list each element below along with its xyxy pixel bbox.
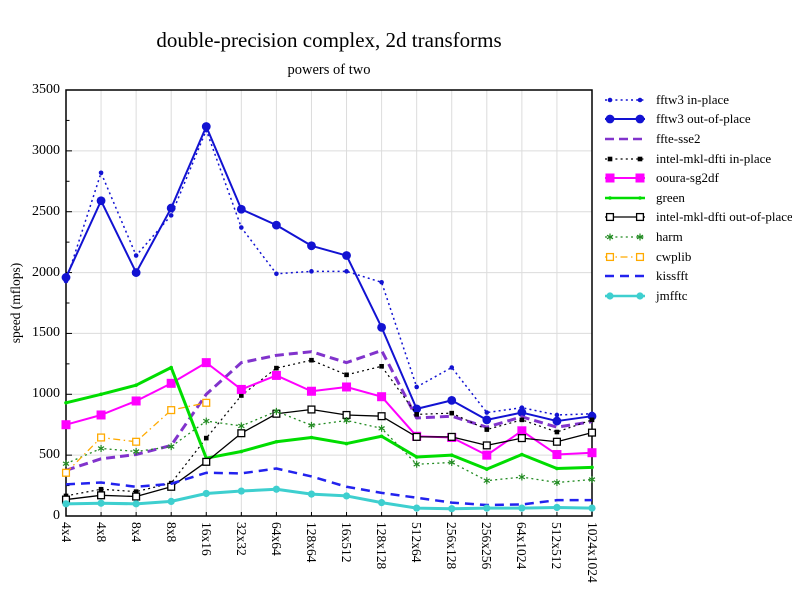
x-tick-label: 512x512: [549, 522, 565, 570]
x-tick-label: 128x128: [374, 522, 390, 570]
x-tick-label: 4x8: [93, 522, 109, 543]
legend-line-sample: [605, 213, 645, 222]
x-tick-label: 128x64: [303, 522, 319, 563]
legend-line-sample: [605, 97, 645, 103]
y-tick-label: 2000: [32, 264, 60, 280]
legend-item: fftw3 out-of-place: [602, 110, 792, 130]
x-tick-label: 8x4: [128, 522, 144, 543]
legend-item: ffte-sse2: [602, 129, 792, 149]
y-tick-label: 2500: [32, 203, 60, 219]
legend-label: fftw3 in-place: [656, 91, 730, 107]
x-tick-label: 8x8: [163, 522, 179, 543]
legend-line-sample: [605, 114, 645, 124]
legend-line-sample: [605, 252, 645, 261]
legend-line-sample: [605, 233, 645, 241]
x-tick-label: 16x16: [198, 522, 214, 556]
chart-legend: fftw3 in-place fftw3 out-of-place ffte-sse…: [602, 90, 792, 306]
legend-item: ooura-sg2df: [602, 168, 792, 188]
legend-item: green: [602, 188, 792, 208]
legend-item: cwplib: [602, 247, 792, 267]
x-tick-label: 64x1024: [514, 522, 530, 570]
legend-line-sample: [605, 156, 645, 161]
legend-label: ffte-sse2: [656, 130, 701, 146]
x-tick-label: 512x64: [409, 522, 425, 563]
y-tick-label: 1500: [32, 325, 60, 341]
legend-line-sample: [605, 195, 645, 200]
chart-title: double-precision complex, 2d transforms: [156, 28, 502, 52]
legend-label: intel-mkl-dfti in-place: [656, 150, 772, 166]
legend-label: jmfftc: [656, 287, 688, 303]
legend-item: kissfft: [602, 266, 792, 286]
legend-line-sample: [605, 292, 645, 300]
x-tick-label: 1024x1024: [584, 522, 600, 583]
legend-label: intel-mkl-dfti out-of-place: [656, 209, 792, 225]
y-tick-label: 500: [39, 447, 60, 463]
y-tick-label: 3500: [32, 82, 60, 97]
x-tick-label: 256x256: [479, 522, 495, 570]
x-tick-label: 4x4: [58, 522, 74, 543]
legend-line-sample: [605, 274, 645, 278]
legend-line-sample: [605, 137, 645, 141]
legend-label: green: [656, 189, 685, 205]
y-tick-label: 0: [53, 508, 60, 523]
chart-subtitle: powers of two: [287, 62, 371, 78]
legend-line-sample: [605, 173, 645, 183]
y-tick-label: 1000: [32, 386, 60, 402]
legend-item: jmfftc: [602, 286, 792, 306]
legend-label: harm: [656, 228, 683, 244]
x-tick-label: 256x128: [444, 522, 460, 570]
legend-label: fftw3 out-of-place: [656, 111, 751, 127]
legend-item: fftw3 in-place: [602, 90, 792, 110]
legend-label: kissfft: [656, 268, 689, 284]
legend-item: intel-mkl-dfti in-place: [602, 149, 792, 169]
x-tick-label: 16x512: [339, 522, 355, 563]
y-tick-label: 3000: [32, 142, 60, 158]
legend-item: harm: [602, 227, 792, 247]
x-tick-label: 32x32: [233, 522, 249, 556]
x-tick-label: 64x64: [268, 522, 284, 556]
legend-label: cwplib: [656, 248, 692, 264]
legend-item: intel-mkl-dfti out-of-place: [602, 208, 792, 228]
legend-label: ooura-sg2df: [656, 170, 719, 186]
